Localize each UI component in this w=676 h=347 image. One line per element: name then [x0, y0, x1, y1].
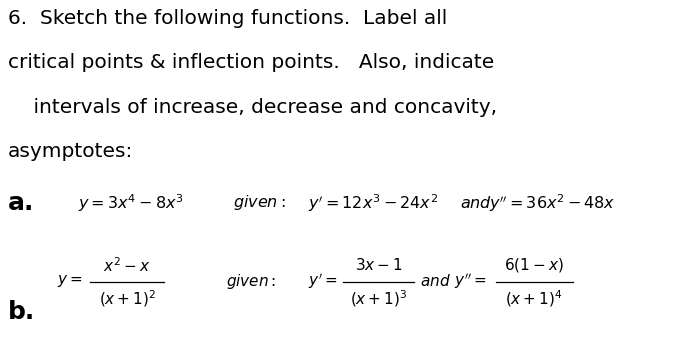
Text: $(x+1)^4$: $(x+1)^4$: [505, 288, 563, 309]
Text: $y =$: $y =$: [57, 273, 83, 289]
Text: $\mathit{given}:$: $\mathit{given}:$: [233, 194, 286, 212]
Text: $6(1 - x)$: $6(1 - x)$: [504, 256, 564, 274]
Text: $3x - 1$: $3x - 1$: [355, 257, 402, 273]
Text: intervals of increase, decrease and concavity,: intervals of increase, decrease and conc…: [8, 98, 498, 117]
Text: b.: b.: [8, 300, 35, 324]
Text: $\mathit{given}:$: $\mathit{given}:$: [226, 272, 276, 290]
Text: asymptotes:: asymptotes:: [8, 142, 133, 161]
Text: 6.  Sketch the following functions.  Label all: 6. Sketch the following functions. Label…: [8, 9, 448, 28]
Text: $(x+1)^3$: $(x+1)^3$: [350, 288, 407, 309]
Text: critical points & inflection points.   Also, indicate: critical points & inflection points. Als…: [8, 53, 494, 72]
Text: $y = 3x^4 - 8x^3$: $y = 3x^4 - 8x^3$: [78, 192, 183, 214]
Text: $x^2 - x$: $x^2 - x$: [103, 256, 151, 275]
Text: $\mathit{and}$: $\mathit{and}$: [420, 273, 452, 289]
Text: $y' = 12x^3 - 24x^2$: $y' = 12x^3 - 24x^2$: [308, 192, 437, 214]
Text: $(x+1)^2$: $(x+1)^2$: [99, 288, 155, 309]
Text: $\mathit{and}$: $\mathit{and}$: [460, 195, 492, 211]
Text: $y'' =$: $y'' =$: [454, 271, 487, 291]
Text: a.: a.: [8, 191, 34, 215]
Text: $y' =$: $y' =$: [308, 271, 337, 291]
Text: $y'' = 36x^2 - 48x$: $y'' = 36x^2 - 48x$: [489, 192, 616, 214]
